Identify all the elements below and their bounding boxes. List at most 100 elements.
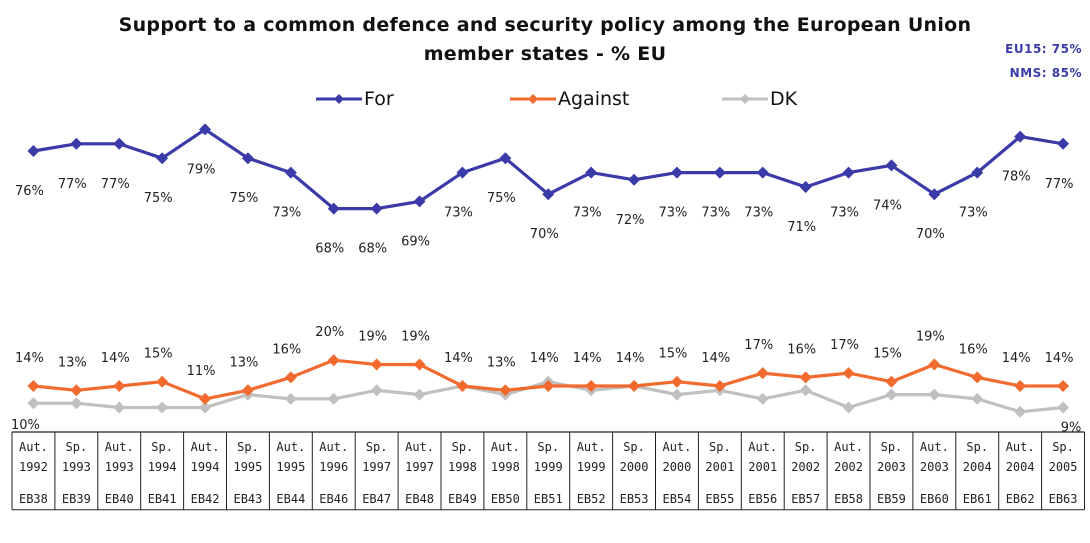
data-label-against: 16% bbox=[272, 342, 301, 357]
data-label-against: 16% bbox=[787, 342, 816, 357]
data-point-dk bbox=[799, 384, 812, 397]
data-label-against: 17% bbox=[830, 338, 859, 353]
x-tick-wave: EB51 bbox=[534, 492, 563, 506]
category-table: Aut. 1992 EB38 Sp. 1993 EB39 Aut. 1993 EB40 Sp. 19… bbox=[11, 431, 1085, 511]
data-label-against: 13% bbox=[229, 355, 258, 370]
x-tick-year: 1998 bbox=[448, 460, 477, 474]
x-tick-period: Sp. bbox=[795, 440, 817, 454]
data-label-against: 15% bbox=[144, 347, 173, 362]
data-point-against bbox=[499, 384, 512, 397]
x-tick-wave: EB38 bbox=[19, 492, 48, 506]
nms-annotation: NMS: 85% bbox=[1009, 66, 1082, 80]
data-label-for: 77% bbox=[101, 177, 130, 192]
data-label-for: 70% bbox=[530, 227, 559, 242]
x-tick-period: Aut. bbox=[19, 440, 48, 454]
legend-label-against: Against bbox=[558, 88, 630, 110]
x-tick-period: Aut. bbox=[191, 440, 220, 454]
data-label-against: 14% bbox=[101, 351, 130, 366]
data-label-for: 78% bbox=[1002, 170, 1031, 185]
x-tick-period: Aut. bbox=[834, 440, 863, 454]
x-tick-period: Aut. bbox=[1006, 440, 1035, 454]
data-label-against: 13% bbox=[487, 355, 516, 370]
data-point-against bbox=[1057, 380, 1070, 392]
data-point-for bbox=[585, 166, 598, 179]
data-point-dk bbox=[928, 388, 941, 401]
data-label-against: 19% bbox=[916, 330, 945, 345]
legend: For Against DK bbox=[0, 86, 1090, 112]
x-tick-wave: EB62 bbox=[1006, 492, 1035, 506]
x-tick-period: Aut. bbox=[105, 440, 134, 454]
data-point-against bbox=[799, 371, 812, 384]
x-tick-period: Sp. bbox=[623, 440, 645, 454]
data-point-against bbox=[842, 367, 855, 380]
data-point-against bbox=[327, 354, 340, 367]
data-point-against bbox=[241, 384, 254, 397]
x-tick-year: 1995 bbox=[276, 460, 305, 474]
x-tick-year: 1997 bbox=[405, 460, 434, 474]
data-point-for bbox=[284, 166, 297, 179]
data-point-for bbox=[370, 202, 383, 215]
x-tick-wave: EB55 bbox=[705, 492, 734, 506]
data-point-against bbox=[156, 375, 169, 388]
data-label-for: 75% bbox=[229, 191, 258, 206]
data-point-for bbox=[499, 152, 512, 165]
data-label-against: 19% bbox=[401, 330, 430, 345]
x-tick-period: Sp. bbox=[881, 440, 903, 454]
x-tick-year: 2003 bbox=[920, 460, 949, 474]
x-tick-year: 2003 bbox=[877, 460, 906, 474]
x-tick-year: 1998 bbox=[491, 460, 520, 474]
data-label-for: 70% bbox=[916, 227, 945, 242]
data-point-against bbox=[542, 380, 555, 392]
data-label-against: 11% bbox=[187, 364, 216, 379]
legend-item-dk: DK bbox=[722, 86, 797, 112]
x-tick-wave: EB56 bbox=[748, 492, 777, 506]
x-tick-wave: EB41 bbox=[148, 492, 177, 506]
series-for: 76% 77% 77% 75% 79% 75% 73% 68% 68% 69% 73% 75% 70% 7… bbox=[15, 123, 1074, 257]
x-tick-wave: EB48 bbox=[405, 492, 434, 506]
data-point-for bbox=[628, 173, 641, 186]
x-tick-period: Sp. bbox=[537, 440, 559, 454]
x-tick-wave: EB46 bbox=[319, 492, 348, 506]
x-tick-year: 1995 bbox=[233, 460, 262, 474]
data-label-for: 68% bbox=[358, 242, 387, 257]
x-tick-year: 1997 bbox=[362, 460, 391, 474]
x-tick-year: 1994 bbox=[148, 460, 177, 474]
legend-label-for: For bbox=[364, 88, 394, 110]
x-tick-wave: EB59 bbox=[877, 492, 906, 506]
legend-item-for: For bbox=[316, 86, 394, 112]
data-point-dk bbox=[70, 397, 83, 410]
data-point-for bbox=[670, 166, 683, 179]
data-point-dk bbox=[370, 384, 383, 397]
x-tick-year: 1992 bbox=[19, 460, 48, 474]
data-label-against: 14% bbox=[444, 351, 473, 366]
data-point-dk bbox=[971, 392, 984, 405]
x-tick-year: 2001 bbox=[705, 460, 734, 474]
data-label-for: 76% bbox=[15, 184, 44, 199]
data-point-against bbox=[413, 358, 426, 371]
x-tick-wave: EB44 bbox=[276, 492, 305, 506]
x-tick-period: Sp. bbox=[66, 440, 88, 454]
data-label-dk: 9% bbox=[1061, 421, 1082, 436]
data-point-for bbox=[113, 137, 126, 150]
data-point-against bbox=[756, 367, 769, 380]
x-tick-wave: EB43 bbox=[233, 492, 262, 506]
data-point-for bbox=[327, 202, 340, 215]
data-label-for: 73% bbox=[830, 206, 859, 221]
x-tick-year: 1999 bbox=[577, 460, 606, 474]
data-label-for: 73% bbox=[658, 206, 687, 221]
data-label-for: 77% bbox=[58, 177, 87, 192]
data-label-for: 71% bbox=[787, 220, 816, 235]
data-label-against: 15% bbox=[873, 347, 902, 362]
x-tick-period: Sp. bbox=[1052, 440, 1074, 454]
data-point-dk bbox=[199, 401, 212, 414]
data-point-against bbox=[113, 380, 126, 392]
x-tick-wave: EB40 bbox=[105, 492, 134, 506]
x-tick-period: Aut. bbox=[577, 440, 606, 454]
x-tick-year: 2000 bbox=[662, 460, 691, 474]
data-point-for bbox=[413, 195, 426, 208]
data-point-against bbox=[971, 371, 984, 384]
data-point-against bbox=[885, 375, 898, 388]
data-point-for bbox=[156, 152, 169, 165]
data-point-dk bbox=[113, 401, 126, 414]
